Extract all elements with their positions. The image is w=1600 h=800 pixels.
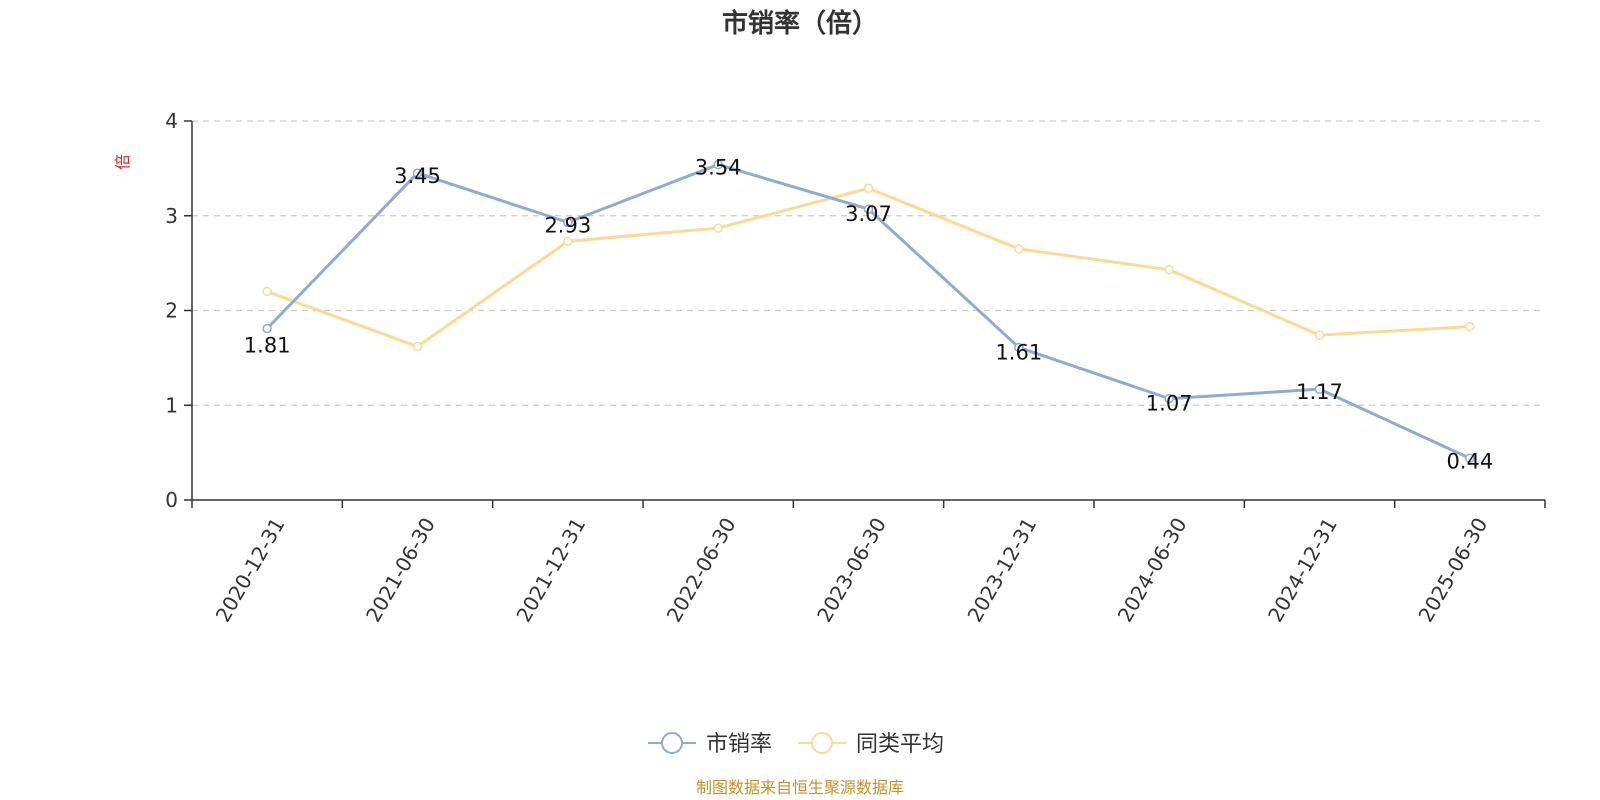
series-point-1[interactable] bbox=[262, 286, 272, 297]
legend-label: 市销率 bbox=[706, 732, 772, 757]
series-point-1[interactable] bbox=[1314, 330, 1325, 340]
series-point-0[interactable] bbox=[1014, 342, 1024, 353]
series-point-0[interactable] bbox=[863, 204, 874, 214]
axes: 0 1 2 3 4 2020-12-31 2021-06-30 2021-12-31 2022-… bbox=[165, 109, 1546, 627]
legend-marker bbox=[811, 732, 833, 754]
x-tick-label: 2023-12-31 bbox=[962, 514, 1041, 627]
series-point-0[interactable] bbox=[1314, 384, 1325, 394]
data-label: 1.07 bbox=[1146, 392, 1193, 416]
data-label: 1.81 bbox=[244, 334, 291, 358]
series-point-0[interactable] bbox=[262, 323, 272, 334]
data-label: 3.45 bbox=[394, 164, 441, 188]
y-axis-unit: 倍 bbox=[113, 154, 132, 170]
y-tick-label: 2 bbox=[165, 299, 178, 323]
y-tick-label: 1 bbox=[165, 393, 178, 417]
data-source: 制图数据来自恒生聚源数据库 bbox=[696, 778, 904, 797]
x-tick-label: 2020-12-31 bbox=[211, 514, 290, 627]
series-point-0[interactable] bbox=[1164, 393, 1174, 404]
legend-item-1[interactable]: 同类平均 bbox=[798, 732, 944, 757]
x-tick-label: 2021-12-31 bbox=[511, 514, 590, 627]
y-tick-label: 0 bbox=[165, 488, 178, 512]
data-label: 3.07 bbox=[845, 202, 892, 226]
series-point-1[interactable] bbox=[1465, 321, 1475, 332]
data-labels: 1.81 3.45 2.93 3.54 3.07 1.61 1.07 1.17 0.44 bbox=[244, 156, 1493, 474]
data-label: 0.44 bbox=[1446, 449, 1493, 473]
x-tick-label: 2021-06-30 bbox=[361, 514, 440, 627]
series-point-1[interactable] bbox=[563, 236, 573, 247]
x-tick-label: 2022-06-30 bbox=[662, 514, 741, 627]
legend-marker bbox=[661, 732, 683, 754]
series-point-0[interactable] bbox=[412, 168, 423, 178]
legend-item-0[interactable]: 市销率 bbox=[648, 732, 772, 757]
series-point-1[interactable] bbox=[863, 183, 874, 194]
series-point-1[interactable] bbox=[1164, 265, 1174, 275]
grid-lines bbox=[192, 120, 1545, 406]
series-point-1[interactable] bbox=[1014, 244, 1024, 254]
series-point-1[interactable] bbox=[412, 341, 423, 352]
x-tick-label: 2024-06-30 bbox=[1113, 514, 1192, 627]
series-point-0[interactable] bbox=[563, 217, 573, 228]
data-label: 1.17 bbox=[1296, 380, 1343, 404]
x-tick-label: 2023-06-30 bbox=[812, 514, 891, 627]
y-tick-label: 4 bbox=[165, 109, 178, 133]
series-group bbox=[262, 159, 1475, 464]
x-tick-label: 2024-12-31 bbox=[1263, 514, 1342, 627]
series-point-0[interactable] bbox=[713, 159, 723, 170]
chart-title: 市销率（倍） bbox=[722, 8, 878, 39]
legend[interactable]: 市销率 同类平均 bbox=[648, 732, 944, 757]
legend-label: 同类平均 bbox=[856, 732, 944, 757]
data-label: 2.93 bbox=[544, 213, 591, 237]
series-point-0[interactable] bbox=[1465, 453, 1475, 464]
y-tick-label: 3 bbox=[165, 204, 178, 228]
x-tick-label: 2025-06-30 bbox=[1413, 514, 1492, 627]
data-label: 3.54 bbox=[695, 156, 742, 180]
data-label: 1.61 bbox=[995, 340, 1042, 364]
series-point-1[interactable] bbox=[713, 223, 723, 233]
